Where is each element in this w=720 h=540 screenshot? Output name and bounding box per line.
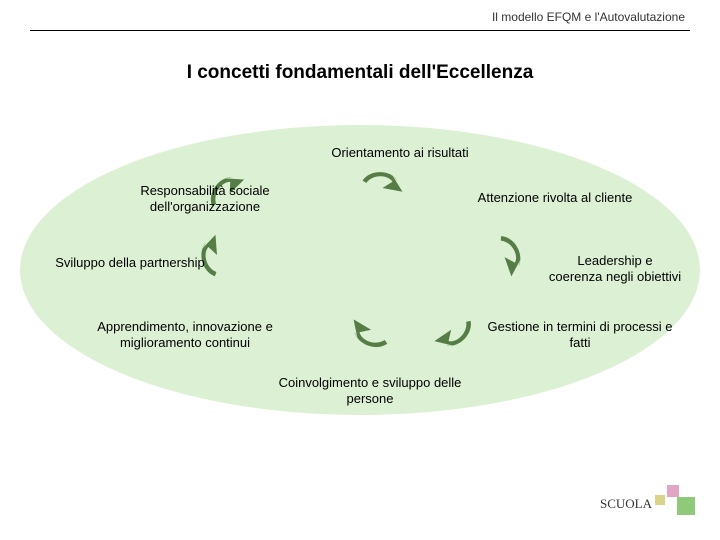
logo-square-1 xyxy=(667,485,679,497)
cycle-arrow-3 xyxy=(347,319,391,351)
concept-bot_left: Apprendimento, innovazione emigliorament… xyxy=(65,319,305,352)
concept-top: Orientamento ai risultati xyxy=(300,145,500,161)
concept-top_left: Responsabilità socialedell'organizzazion… xyxy=(95,183,315,216)
footer-text: SCUOLA xyxy=(600,496,652,512)
concept-mid_right: Leadership ecoerenza negli obiettivi xyxy=(520,253,710,286)
slide-title: I concetti fondamentali dell'Eccellenza xyxy=(0,62,720,84)
logo-square-2 xyxy=(677,497,695,515)
logo-squares xyxy=(655,485,695,515)
concept-bot_right: Gestione in termini di processi efatti xyxy=(460,319,700,352)
cycle-arrow-0 xyxy=(363,172,403,192)
concept-mid_left: Sviluppo della partnership xyxy=(25,255,235,271)
header-rule xyxy=(30,30,690,31)
slide-page: Il modello EFQM e l'Autovalutazione I co… xyxy=(0,0,720,540)
concept-bottom: Coinvolgimento e sviluppo dellepersone xyxy=(250,375,490,408)
logo-square-0 xyxy=(655,495,665,505)
concept-top_right: Attenzione rivolta al cliente xyxy=(445,190,665,206)
header-subtitle: Il modello EFQM e l'Autovalutazione xyxy=(492,10,685,24)
